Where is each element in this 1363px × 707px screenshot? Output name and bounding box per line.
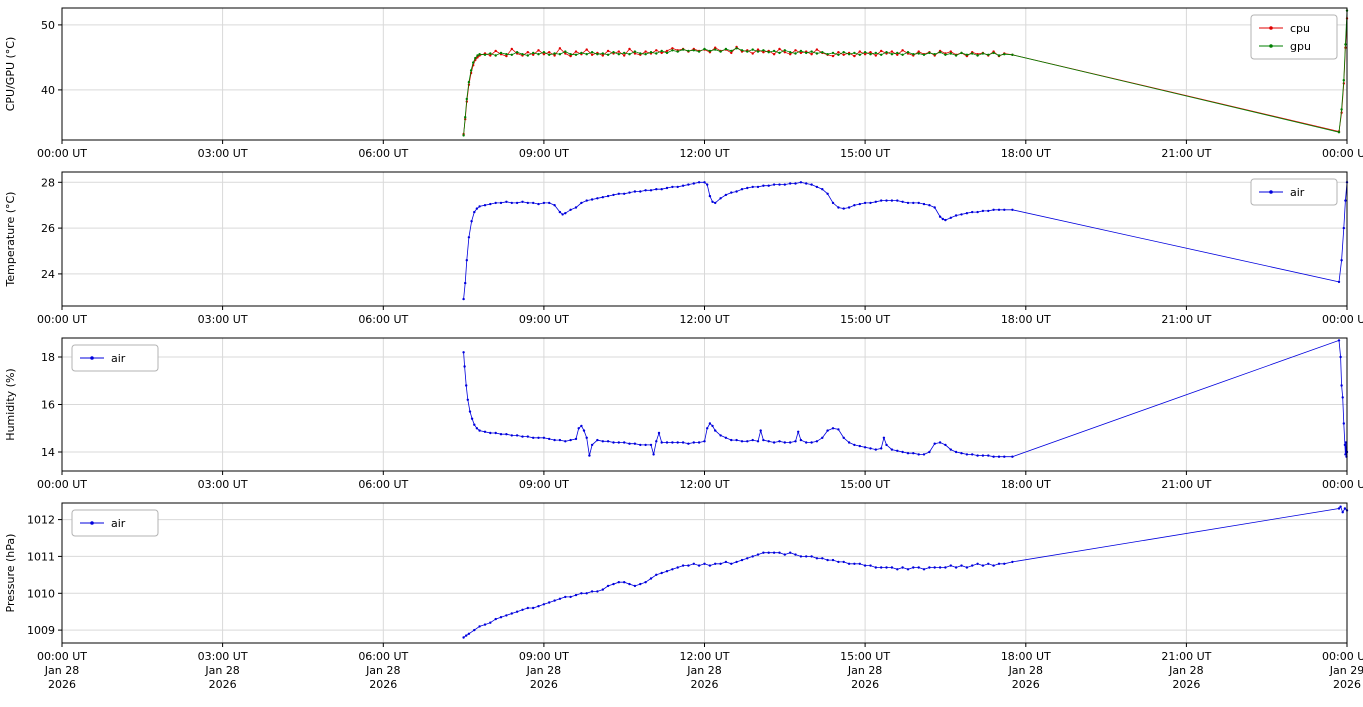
svg-text:18:00 UT: 18:00 UT — [1001, 650, 1051, 663]
svg-text:09:00 UT: 09:00 UT — [519, 147, 569, 160]
svg-text:gpu: gpu — [1290, 40, 1311, 53]
chart-cpu-gpu-temperature: 00:00 UT 03:00 UT 06:00 UT 09:00 UT 12:00 UT… — [0, 0, 1363, 166]
svg-text:Jan 28: Jan 28 — [44, 664, 79, 677]
chart-air-pressure: 00:00 UT Jan 28 2026 03:00 UT Jan 28 2026 06:0… — [0, 497, 1363, 707]
svg-text:24: 24 — [41, 268, 55, 281]
svg-text:06:00 UT: 06:00 UT — [358, 147, 408, 160]
svg-text:26: 26 — [41, 222, 55, 235]
svg-text:Jan 28: Jan 28 — [204, 664, 239, 677]
svg-text:Humidity (%): Humidity (%) — [4, 368, 17, 440]
svg-text:Temperature (°C): Temperature (°C) — [4, 192, 17, 288]
svg-text:00:00 UT: 00:00 UT — [1322, 650, 1363, 663]
svg-text:cpu: cpu — [1290, 22, 1310, 35]
chart-canvas: 00:00 UT 03:00 UT 06:00 UT 09:00 UT 12:00 UT… — [4, 7, 1363, 160]
svg-text:03:00 UT: 03:00 UT — [198, 478, 248, 491]
svg-text:Jan 28: Jan 28 — [526, 664, 561, 677]
svg-text:Jan 28: Jan 28 — [1168, 664, 1203, 677]
svg-text:00:00 UT: 00:00 UT — [37, 147, 87, 160]
svg-text:09:00 UT: 09:00 UT — [519, 650, 569, 663]
svg-text:06:00 UT: 06:00 UT — [358, 313, 408, 326]
svg-text:03:00 UT: 03:00 UT — [198, 147, 248, 160]
svg-text:CPU/GPU (°C): CPU/GPU (°C) — [4, 37, 17, 112]
svg-text:15:00 UT: 15:00 UT — [840, 313, 890, 326]
svg-text:18: 18 — [41, 351, 55, 364]
svg-text:00:00 UT: 00:00 UT — [37, 313, 87, 326]
chart-canvas: 00:00 UT 03:00 UT 06:00 UT 09:00 UT 12:00 UT… — [4, 337, 1363, 491]
svg-text:40: 40 — [41, 84, 55, 97]
svg-text:12:00 UT: 12:00 UT — [680, 147, 730, 160]
svg-text:12:00 UT: 12:00 UT — [680, 478, 730, 491]
svg-text:18:00 UT: 18:00 UT — [1001, 313, 1051, 326]
svg-text:21:00 UT: 21:00 UT — [1161, 478, 1211, 491]
svg-text:air: air — [1290, 186, 1305, 199]
svg-text:1010: 1010 — [27, 587, 55, 600]
svg-text:2026: 2026 — [48, 678, 76, 691]
svg-text:air: air — [111, 352, 126, 365]
svg-text:2026: 2026 — [851, 678, 879, 691]
svg-text:15:00 UT: 15:00 UT — [840, 478, 890, 491]
svg-text:14: 14 — [41, 446, 55, 459]
svg-text:06:00 UT: 06:00 UT — [358, 650, 408, 663]
svg-text:12:00 UT: 12:00 UT — [680, 650, 730, 663]
svg-text:00:00 UT: 00:00 UT — [37, 478, 87, 491]
svg-text:03:00 UT: 03:00 UT — [198, 313, 248, 326]
svg-text:2026: 2026 — [1012, 678, 1040, 691]
svg-text:1011: 1011 — [27, 550, 55, 563]
svg-text:03:00 UT: 03:00 UT — [198, 650, 248, 663]
chart-air-temperature: 00:00 UT 03:00 UT 06:00 UT 09:00 UT 12:00 UT… — [0, 166, 1363, 332]
svg-text:18:00 UT: 18:00 UT — [1001, 147, 1051, 160]
svg-text:09:00 UT: 09:00 UT — [519, 313, 569, 326]
svg-text:21:00 UT: 21:00 UT — [1161, 313, 1211, 326]
svg-text:15:00 UT: 15:00 UT — [840, 147, 890, 160]
svg-text:Jan 29: Jan 29 — [1329, 664, 1363, 677]
svg-text:00:00 UT: 00:00 UT — [37, 650, 87, 663]
svg-text:18:00 UT: 18:00 UT — [1001, 478, 1051, 491]
svg-text:2026: 2026 — [1333, 678, 1361, 691]
svg-text:12:00 UT: 12:00 UT — [680, 313, 730, 326]
svg-text:1012: 1012 — [27, 514, 55, 527]
svg-text:1009: 1009 — [27, 624, 55, 637]
svg-text:Pressure (hPa): Pressure (hPa) — [4, 534, 17, 613]
svg-text:21:00 UT: 21:00 UT — [1161, 650, 1211, 663]
svg-text:00:00 UT: 00:00 UT — [1322, 478, 1363, 491]
svg-text:15:00 UT: 15:00 UT — [840, 650, 890, 663]
svg-text:Jan 28: Jan 28 — [847, 664, 882, 677]
svg-text:2026: 2026 — [209, 678, 237, 691]
svg-text:2026: 2026 — [1172, 678, 1200, 691]
svg-text:Jan 28: Jan 28 — [1008, 664, 1043, 677]
svg-text:50: 50 — [41, 19, 55, 32]
svg-text:Jan 28: Jan 28 — [365, 664, 400, 677]
svg-text:00:00 UT: 00:00 UT — [1322, 147, 1363, 160]
svg-text:16: 16 — [41, 399, 55, 412]
svg-text:2026: 2026 — [691, 678, 719, 691]
chart-air-humidity: 00:00 UT 03:00 UT 06:00 UT 09:00 UT 12:00 UT… — [0, 332, 1363, 497]
svg-text:21:00 UT: 21:00 UT — [1161, 147, 1211, 160]
svg-text:00:00 UT: 00:00 UT — [1322, 313, 1363, 326]
chart-canvas: 00:00 UT 03:00 UT 06:00 UT 09:00 UT 12:00 UT… — [4, 171, 1363, 326]
svg-text:09:00 UT: 09:00 UT — [519, 478, 569, 491]
svg-text:28: 28 — [41, 176, 55, 189]
svg-text:2026: 2026 — [530, 678, 558, 691]
svg-text:06:00 UT: 06:00 UT — [358, 478, 408, 491]
svg-text:Jan 28: Jan 28 — [686, 664, 721, 677]
svg-text:2026: 2026 — [369, 678, 397, 691]
svg-text:air: air — [111, 517, 126, 530]
